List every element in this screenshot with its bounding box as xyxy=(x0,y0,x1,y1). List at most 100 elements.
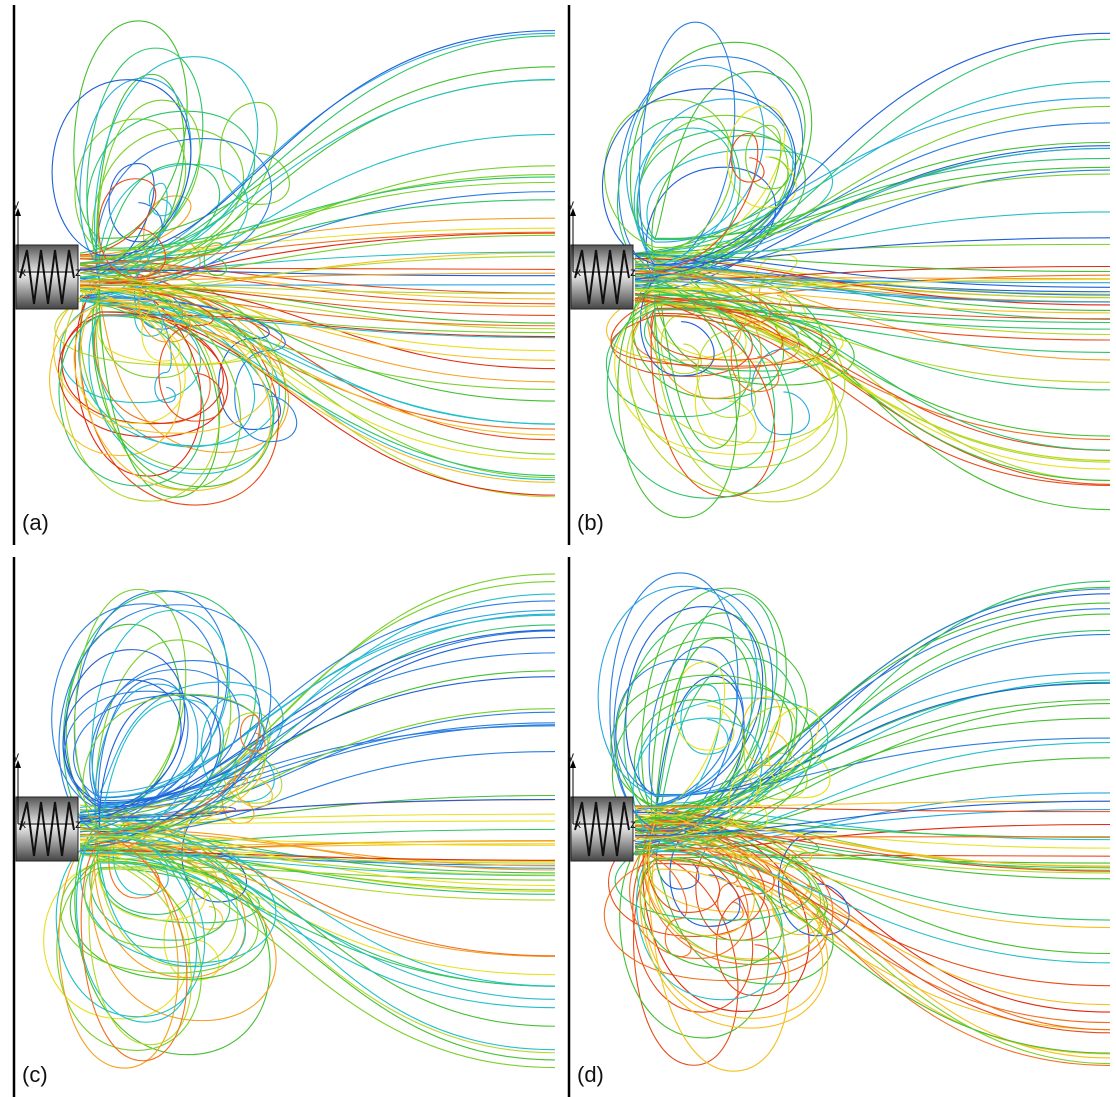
streamline xyxy=(634,290,1111,470)
streamline xyxy=(74,118,556,266)
streamline xyxy=(79,580,556,852)
streamline xyxy=(79,822,161,899)
streamline xyxy=(634,854,1111,857)
streamline xyxy=(79,101,290,286)
streamline xyxy=(79,73,556,292)
streamline xyxy=(79,609,556,813)
streamline xyxy=(634,608,1111,812)
streamline xyxy=(58,300,556,487)
streamline xyxy=(634,264,1111,296)
streamline xyxy=(79,162,163,279)
streamlines xyxy=(43,573,556,1069)
streamline xyxy=(53,272,556,434)
streamline xyxy=(634,297,1111,320)
streamline xyxy=(610,300,1111,486)
streamline xyxy=(79,677,556,833)
streamline xyxy=(634,278,1111,291)
axis-label: y xyxy=(568,197,574,211)
streamline xyxy=(79,269,556,305)
streamline xyxy=(79,714,266,835)
streamline xyxy=(54,277,556,366)
streamline xyxy=(617,272,1111,519)
streamline xyxy=(603,845,1111,1024)
streamline xyxy=(79,300,556,460)
streamline xyxy=(634,135,1111,276)
axis-label: x xyxy=(575,817,581,831)
streamline xyxy=(76,815,556,1051)
streamline xyxy=(633,127,1111,272)
axis-label: z xyxy=(630,265,636,279)
panel: y x z (a) xyxy=(12,5,556,545)
streamline xyxy=(608,815,1111,938)
axis-label: x xyxy=(20,265,26,279)
axis-label: y xyxy=(568,749,574,763)
streamline xyxy=(634,808,1111,1072)
streamline xyxy=(79,281,556,316)
streamline xyxy=(79,693,556,845)
streamline xyxy=(59,286,556,425)
streamline xyxy=(73,590,556,822)
streamline xyxy=(634,132,765,275)
streamline xyxy=(602,32,1111,280)
streamline xyxy=(634,820,1111,1065)
axis-arrow xyxy=(15,208,21,216)
panel-label: (a) xyxy=(22,510,49,535)
streamline xyxy=(615,658,1111,810)
streamline xyxy=(634,298,1111,498)
streamline xyxy=(79,712,283,840)
streamline xyxy=(79,853,556,1046)
streamline xyxy=(79,265,192,343)
streamline xyxy=(634,805,1111,1013)
streamline xyxy=(79,268,556,277)
axis-label: z xyxy=(75,817,81,831)
streamlines xyxy=(602,21,1111,519)
streamline xyxy=(634,105,797,266)
streamline xyxy=(625,64,1111,258)
streamline xyxy=(634,811,770,942)
streamline xyxy=(79,827,556,1062)
streamline xyxy=(634,277,1111,284)
streamline xyxy=(634,21,1111,281)
streamline xyxy=(79,852,556,877)
streamline xyxy=(634,580,1111,848)
streamline xyxy=(79,829,556,887)
streamline xyxy=(79,182,172,302)
streamline xyxy=(634,816,1111,1059)
streamline xyxy=(625,606,1111,812)
streamline xyxy=(79,283,556,307)
streamline xyxy=(634,800,1111,808)
streamline xyxy=(634,280,1111,303)
axis-label: x xyxy=(575,265,581,279)
streamline xyxy=(79,838,556,1022)
streamline xyxy=(79,275,556,490)
device-coil xyxy=(19,249,75,305)
streamline xyxy=(55,821,556,1018)
streamline xyxy=(634,772,769,841)
streamline xyxy=(79,56,556,279)
streamline xyxy=(79,835,556,876)
streamline xyxy=(615,586,1111,824)
panel: y x z (b) xyxy=(567,5,1111,545)
streamlines xyxy=(597,572,1111,1072)
streamline xyxy=(51,603,556,825)
device-coil xyxy=(19,801,75,857)
streamline xyxy=(634,811,741,927)
streamline xyxy=(634,612,1111,852)
streamline xyxy=(73,20,556,254)
streamline xyxy=(61,296,556,496)
streamline xyxy=(79,814,556,979)
axis-arrow xyxy=(570,760,576,768)
streamline xyxy=(79,47,556,274)
streamline xyxy=(73,291,556,425)
panel: y x z (c) xyxy=(12,557,556,1097)
streamline xyxy=(79,264,556,506)
streamline xyxy=(79,636,556,847)
streamline xyxy=(60,845,556,1069)
streamline xyxy=(79,258,176,404)
streamline xyxy=(634,253,715,377)
streamline xyxy=(634,824,744,922)
streamline xyxy=(606,287,1111,499)
streamline xyxy=(634,805,1111,1066)
streamline xyxy=(614,828,1111,921)
